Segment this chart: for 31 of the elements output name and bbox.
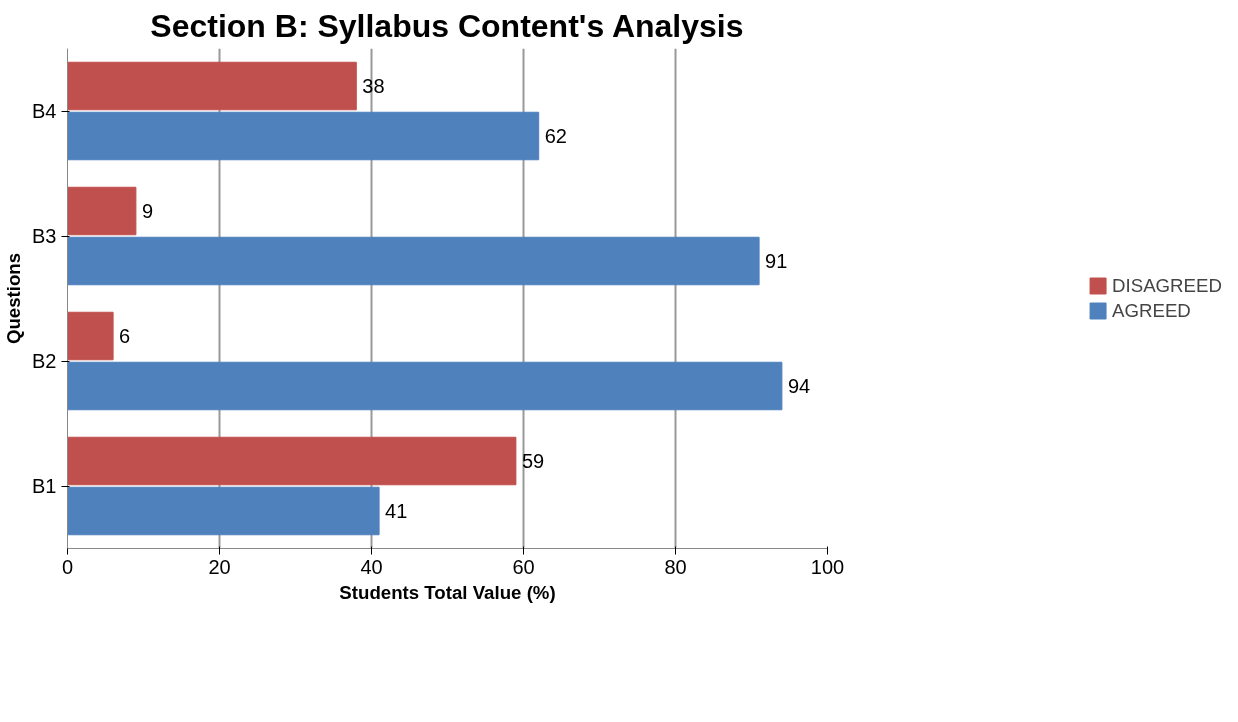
y-tick-label: B2 bbox=[32, 350, 57, 372]
y-axis-title: Questions bbox=[3, 252, 25, 345]
x-axis-title: Students Total Value (%) bbox=[339, 581, 556, 603]
data-label: 94 bbox=[787, 375, 811, 397]
bar bbox=[67, 436, 517, 486]
x-tick-label: 100 bbox=[810, 555, 845, 578]
x-tick-label: 80 bbox=[664, 555, 687, 578]
x-tick-label: 60 bbox=[512, 555, 535, 578]
bar bbox=[67, 486, 380, 536]
y-tick-label: B4 bbox=[32, 100, 57, 122]
legend-label: AGREED bbox=[1112, 299, 1191, 322]
bar bbox=[67, 61, 357, 111]
y-tick-label: B3 bbox=[32, 225, 57, 247]
bar bbox=[67, 361, 783, 411]
data-label: 38 bbox=[362, 75, 385, 97]
x-tick-label: 0 bbox=[61, 555, 74, 578]
x-tick-label: 20 bbox=[208, 555, 231, 578]
legend-label: DISAGREED bbox=[1112, 274, 1222, 297]
y-tick-label: B1 bbox=[32, 475, 57, 497]
bar bbox=[67, 236, 760, 286]
data-label: 62 bbox=[544, 125, 567, 147]
data-label: 59 bbox=[521, 450, 545, 472]
data-label: 91 bbox=[765, 250, 788, 272]
data-label: 9 bbox=[141, 200, 154, 222]
chart-title: Section B: Syllabus Content's Analysis bbox=[150, 7, 744, 44]
bar bbox=[67, 111, 540, 161]
x-tick-label: 40 bbox=[360, 555, 383, 578]
data-label: 41 bbox=[385, 500, 408, 522]
data-label: 6 bbox=[119, 325, 131, 347]
bar bbox=[67, 311, 114, 361]
bar bbox=[67, 186, 137, 236]
